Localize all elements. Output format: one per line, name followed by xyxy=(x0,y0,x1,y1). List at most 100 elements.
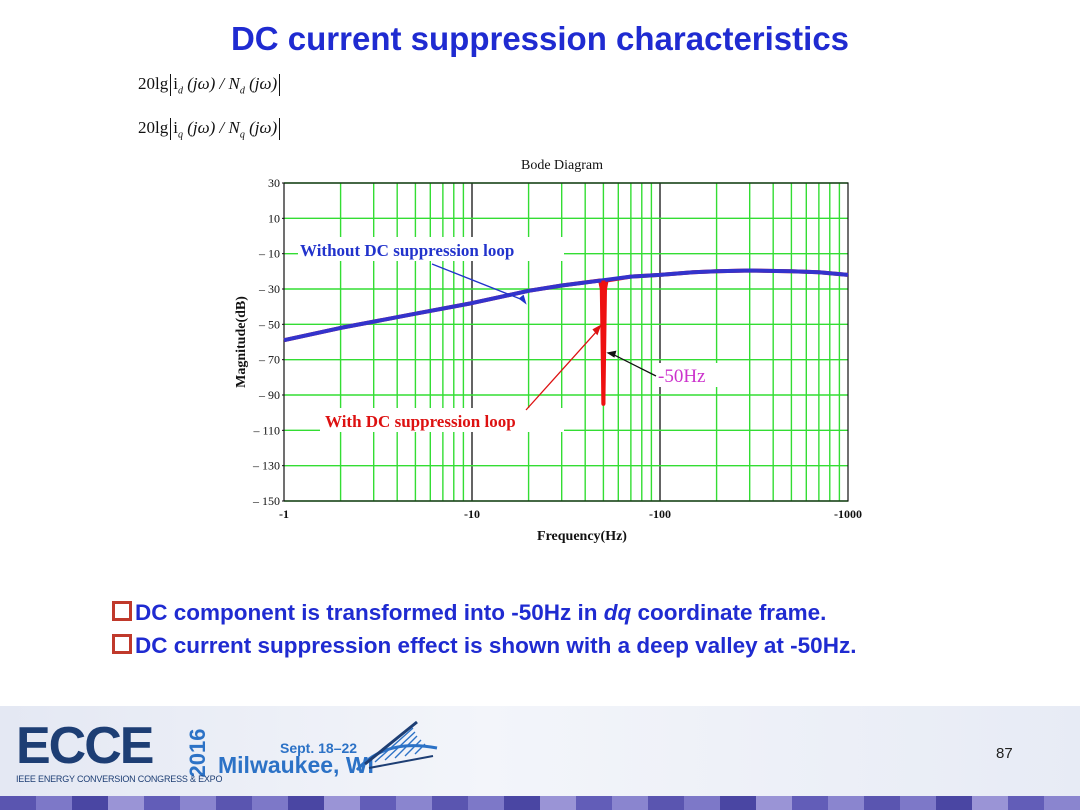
x-tick-label: -100 xyxy=(649,507,671,521)
footer-band-segment xyxy=(252,796,288,810)
y-tick-label: – 90 xyxy=(258,388,280,402)
plot-frame xyxy=(283,182,849,502)
logo-subtitle: IEEE ENERGY CONVERSION CONGRESS & EXPO xyxy=(16,774,223,784)
footer-band-segment xyxy=(324,796,360,810)
footer-band-segment xyxy=(540,796,576,810)
footer: ECCE 2016 IEEE ENERGY CONVERSION CONGRES… xyxy=(0,706,1080,810)
y-tick-label: 10 xyxy=(268,211,280,225)
formula-q-tail: (jω) xyxy=(249,118,278,137)
annotation-with-arrowhead xyxy=(592,324,602,336)
annotation-50hz-arrow xyxy=(609,352,657,377)
footer-band-segment xyxy=(396,796,432,810)
annotation-50hz-arrowhead xyxy=(606,350,617,358)
footer-band-segment xyxy=(864,796,900,810)
annotation-with-label: With DC suppression loop xyxy=(325,412,516,431)
annotation-bg xyxy=(298,237,564,261)
abs-bar-left xyxy=(170,118,172,141)
y-tick-label: – 130 xyxy=(252,459,280,473)
slide-title: DC current suppression characteristics xyxy=(230,20,850,57)
x-tick-label: -1000 xyxy=(834,507,862,521)
footer-band-segment xyxy=(0,796,36,810)
formula-q-prefix: 20lg xyxy=(138,118,169,137)
formula-d-mid: (jω) / N xyxy=(187,74,240,93)
annotation-without-arrow xyxy=(431,263,525,302)
footer-band-segment xyxy=(1008,796,1044,810)
abs-bar-right xyxy=(279,118,281,141)
y-tick-label: 30 xyxy=(268,176,280,190)
series-line-without-suppression xyxy=(283,268,849,343)
y-axis-label: Magnitude(dB) xyxy=(234,296,249,388)
annotation-bg xyxy=(320,408,564,432)
footer-band-segment xyxy=(144,796,180,810)
footer-band-segment xyxy=(684,796,720,810)
x-tick-label: -1 xyxy=(279,507,289,521)
formula-d: 20lg id (jω) / Nd (jω) xyxy=(138,74,282,96)
footer-band-segment xyxy=(720,796,756,810)
footer-band-segment xyxy=(468,796,504,810)
x-tick-label: -10 xyxy=(464,507,480,521)
y-tick-label: – 110 xyxy=(252,423,280,437)
x-axis-label: Frequency(Hz) xyxy=(537,529,627,544)
footer-band-segment xyxy=(180,796,216,810)
y-tick-label: – 10 xyxy=(258,247,280,261)
formula-q-i: i xyxy=(173,118,178,137)
abs-bar-right xyxy=(279,74,281,97)
footer-band xyxy=(0,796,1080,810)
footer-band-segment xyxy=(432,796,468,810)
bullet-item: DC component is transformed into -50Hz i… xyxy=(112,596,856,629)
checkbox-icon xyxy=(112,601,132,621)
footer-band-segment xyxy=(1044,796,1080,810)
y-tick-label: – 50 xyxy=(258,317,280,331)
series xyxy=(283,268,849,406)
footer-band-segment xyxy=(648,796,684,810)
grid xyxy=(284,182,848,502)
footer-band-segment xyxy=(288,796,324,810)
y-tick-label: – 150 xyxy=(252,494,280,508)
series-line-with-suppression xyxy=(283,268,849,406)
footer-band-segment xyxy=(900,796,936,810)
bullet-text: DC component is transformed into -50Hz i… xyxy=(135,600,604,625)
formula-d-i: i xyxy=(173,74,178,93)
footer-band-segment xyxy=(576,796,612,810)
footer-band-segment xyxy=(36,796,72,810)
bullet-text: coordinate frame. xyxy=(631,600,827,625)
bode-chart: Bode Diagram 30 10 – 10 – 30 – 50 – 70 – 90 – 1… xyxy=(234,158,862,544)
footer-band-segment xyxy=(612,796,648,810)
footer-band-segment xyxy=(936,796,972,810)
page-number: 87 xyxy=(996,745,1013,762)
bullet-item: DC current suppression effect is shown w… xyxy=(112,629,856,662)
bullet-list: DC component is transformed into -50Hz i… xyxy=(112,596,856,662)
bullet-text: DC current suppression effect is shown w… xyxy=(135,633,857,658)
event-date: Sept. 18–22 xyxy=(280,740,358,756)
footer-band-segment xyxy=(972,796,1008,810)
formula-d-prefix: 20lg xyxy=(138,74,169,93)
annotation-without-arrowhead xyxy=(518,294,527,305)
x-tick-labels: -1 -10 -100 -1000 xyxy=(279,507,862,521)
annotation-50hz-label: -50Hz xyxy=(658,366,705,387)
annotation-without-label: Without DC suppression loop xyxy=(300,241,514,260)
footer-band-segment xyxy=(792,796,828,810)
formula-d-i-sub: d xyxy=(177,85,183,97)
annotations: Without DC suppression loop With DC suppr… xyxy=(298,237,720,432)
footer-band-segment xyxy=(108,796,144,810)
formula-q-mid: (jω) / N xyxy=(187,118,240,137)
event-city: Milwaukee, WI xyxy=(218,752,374,778)
formula-q-n-sub: q xyxy=(239,129,245,141)
footer-band-segment xyxy=(504,796,540,810)
bridge-icon xyxy=(355,720,438,771)
footer-band-segment xyxy=(828,796,864,810)
annotation-bg xyxy=(656,363,720,387)
formula-q-i-sub: q xyxy=(177,129,183,141)
annotation-with-arrow xyxy=(525,327,600,411)
formula-d-tail: (jω) xyxy=(249,74,278,93)
footer-band-segment xyxy=(360,796,396,810)
chart-title: Bode Diagram xyxy=(521,158,603,173)
logo-text: ECCE xyxy=(16,717,154,775)
formula-d-n-sub: d xyxy=(239,85,245,97)
footer-band-segment xyxy=(72,796,108,810)
ecce-logo: ECCE 2016 IEEE ENERGY CONVERSION CONGRES… xyxy=(16,718,222,786)
abs-bar-left xyxy=(170,74,172,97)
footer-band-segment xyxy=(756,796,792,810)
formula-q: 20lg iq (jω) / Nq (jω) xyxy=(138,118,282,140)
y-tick-label: – 70 xyxy=(258,353,280,367)
